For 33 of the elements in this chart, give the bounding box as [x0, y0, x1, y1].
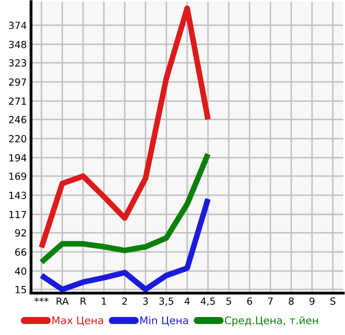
- y-tick-label: 348: [9, 40, 26, 48]
- x-tick-label: ***: [34, 297, 48, 302]
- x-tick-label: RA: [56, 298, 69, 305]
- x-tick-label: 9: [310, 297, 314, 305]
- y-tick-label: 143: [9, 192, 26, 200]
- x-tick-label: R: [80, 298, 86, 305]
- legend-label: Сред.Цена, т.йен: [224, 316, 318, 326]
- y-tick-label: 297: [9, 78, 26, 86]
- x-tick-label: 8: [288, 297, 294, 305]
- y-tick-label: 15: [16, 286, 26, 294]
- y-tick-label: 169: [9, 172, 26, 180]
- y-tick-label: 92: [15, 229, 26, 237]
- y-tick-label: 66: [15, 248, 26, 256]
- x-tick-label: S: [330, 297, 336, 305]
- y-tick-label: 271: [9, 98, 26, 105]
- x-tick-label: 2: [122, 297, 127, 305]
- x-tick-label: 4: [184, 298, 190, 305]
- x-tick-label: 4,5: [200, 298, 215, 306]
- x-tick-label: 5: [226, 298, 232, 305]
- y-tick-label: 117: [9, 210, 26, 218]
- x-tick-label: 1: [102, 298, 106, 305]
- x-tick-label: 6: [247, 297, 252, 305]
- y-tick-label: 220: [9, 135, 26, 142]
- x-tick-label: 7: [268, 298, 273, 305]
- y-tick-label: 194: [9, 154, 26, 162]
- x-tick-label: 3: [143, 297, 148, 305]
- y-tick-label: 374: [9, 22, 26, 30]
- legend-label: Max Цена: [52, 316, 104, 326]
- y-tick-label: 323: [9, 59, 26, 67]
- y-tick-label: 246: [9, 116, 26, 124]
- y-tick-label: 40: [14, 268, 26, 275]
- legend-label: Min Цена: [140, 316, 188, 326]
- x-tick-label: 3,5: [159, 297, 174, 306]
